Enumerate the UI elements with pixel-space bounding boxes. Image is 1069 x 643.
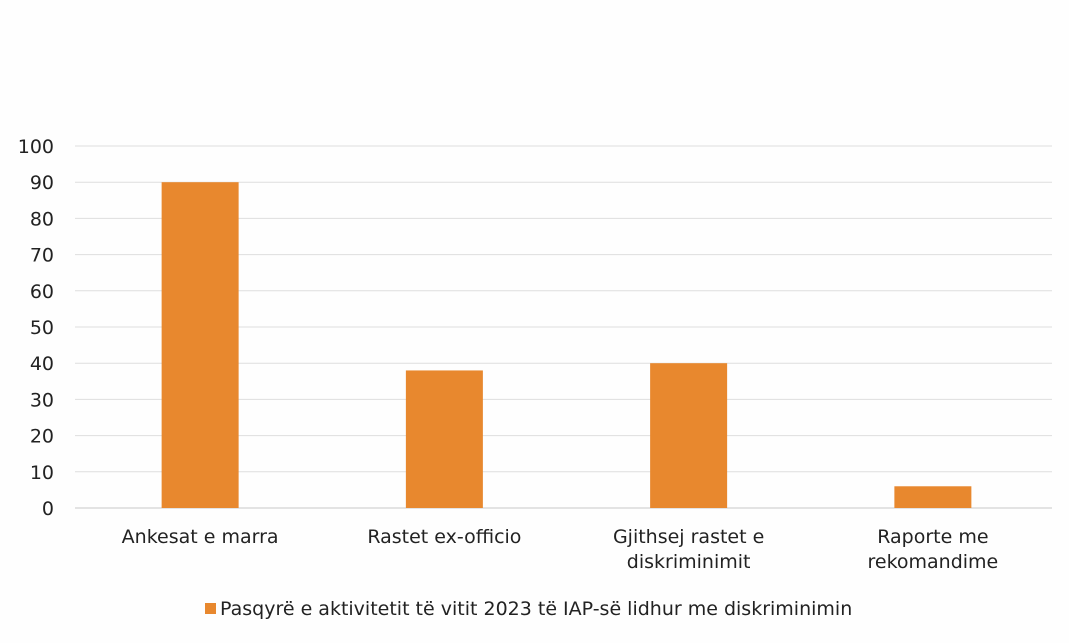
y-axis-ticks: 0 10 20 30 40 50 60 70 80 90 100: [18, 136, 54, 520]
x-category-label: Raporte me rekomandime: [867, 526, 998, 573]
bars: [161, 182, 972, 508]
bar: [650, 363, 728, 508]
y-tick-label: 20: [30, 426, 54, 448]
x-category-label: Rastet ex-officio: [367, 526, 521, 548]
legend: Pasqyrë e aktivitetit të vitit 2023 të I…: [205, 598, 852, 620]
y-tick-label: 10: [30, 462, 54, 484]
x-category-label: Ankesat e marra: [122, 526, 279, 548]
y-tick-label: 40: [30, 353, 54, 375]
bar: [405, 370, 483, 508]
y-tick-label: 0: [42, 498, 54, 520]
bar: [161, 182, 239, 508]
x-axis-categories: Ankesat e marra Rastet ex-officio Gjithsej…: [122, 526, 999, 573]
y-tick-label: 30: [30, 389, 54, 411]
y-tick-label: 60: [30, 281, 54, 303]
legend-swatch: [205, 603, 216, 614]
y-tick-label: 100: [18, 136, 54, 158]
x-category-label-line: rekomandime: [867, 551, 998, 573]
x-category-label-line: Raporte me: [877, 526, 988, 548]
y-tick-label: 90: [30, 172, 54, 194]
x-category-label-line: Ankesat e marra: [122, 526, 279, 548]
bar: [894, 486, 972, 508]
legend-label: Pasqyrë e aktivitetit të vitit 2023 të I…: [220, 598, 852, 620]
x-category-label: Gjithsej rastet e diskriminimit: [613, 526, 764, 573]
x-category-label-line: Rastet ex-officio: [367, 526, 521, 548]
y-tick-label: 80: [30, 208, 54, 230]
x-category-label-line: diskriminimit: [627, 551, 751, 573]
x-category-label-line: Gjithsej rastet e: [613, 526, 764, 548]
y-tick-label: 50: [30, 317, 54, 339]
y-tick-label: 70: [30, 245, 54, 267]
